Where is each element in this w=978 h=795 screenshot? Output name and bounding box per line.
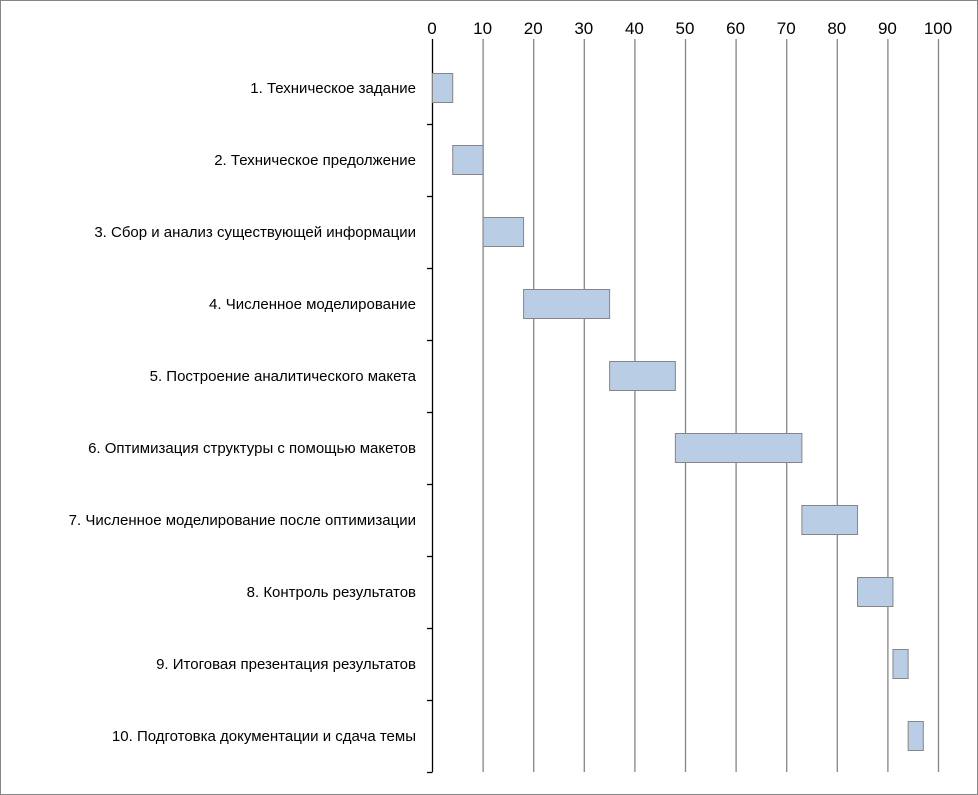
task-label: 5. Построение аналитического макета [150, 368, 417, 385]
task-bar [609, 361, 676, 391]
x-tick-label: 90 [878, 19, 897, 38]
task-bar [674, 433, 803, 463]
task-label: 4. Численное моделирование [209, 296, 416, 313]
task-bar [801, 505, 859, 535]
x-tick-label: 40 [625, 19, 644, 38]
x-tick-label: 60 [726, 19, 745, 38]
task-label: 1. Техническое задание [250, 80, 416, 97]
task-label: 3. Сбор и анализ существующей информации [94, 224, 416, 241]
x-tick-label: 10 [473, 19, 492, 38]
task-label: 2. Техническое предолжение [214, 152, 416, 169]
x-tick-label: 100 [924, 19, 952, 38]
task-bar [432, 73, 454, 103]
x-tick-label: 70 [777, 19, 796, 38]
x-tick-label: 20 [524, 19, 543, 38]
x-tick-label: 80 [827, 19, 846, 38]
task-label: 7. Численное моделирование после оптимиз… [69, 512, 416, 529]
task-label: 10. Подготовка документации и сдача темы [112, 728, 416, 745]
task-bar [482, 217, 525, 247]
task-label: 8. Контроль результатов [247, 584, 416, 601]
task-bar [857, 577, 894, 607]
task-label: 6. Оптимизация структуры с помощью макет… [88, 440, 416, 457]
task-bar [892, 649, 909, 679]
task-bar [452, 145, 484, 175]
task-bar [523, 289, 611, 319]
task-bar [907, 721, 924, 751]
x-tick-label: 50 [676, 19, 695, 38]
x-tick-label: 0 [427, 19, 436, 38]
task-label: 9. Итоговая презентация результатов [156, 656, 416, 673]
x-tick-label: 30 [574, 19, 593, 38]
